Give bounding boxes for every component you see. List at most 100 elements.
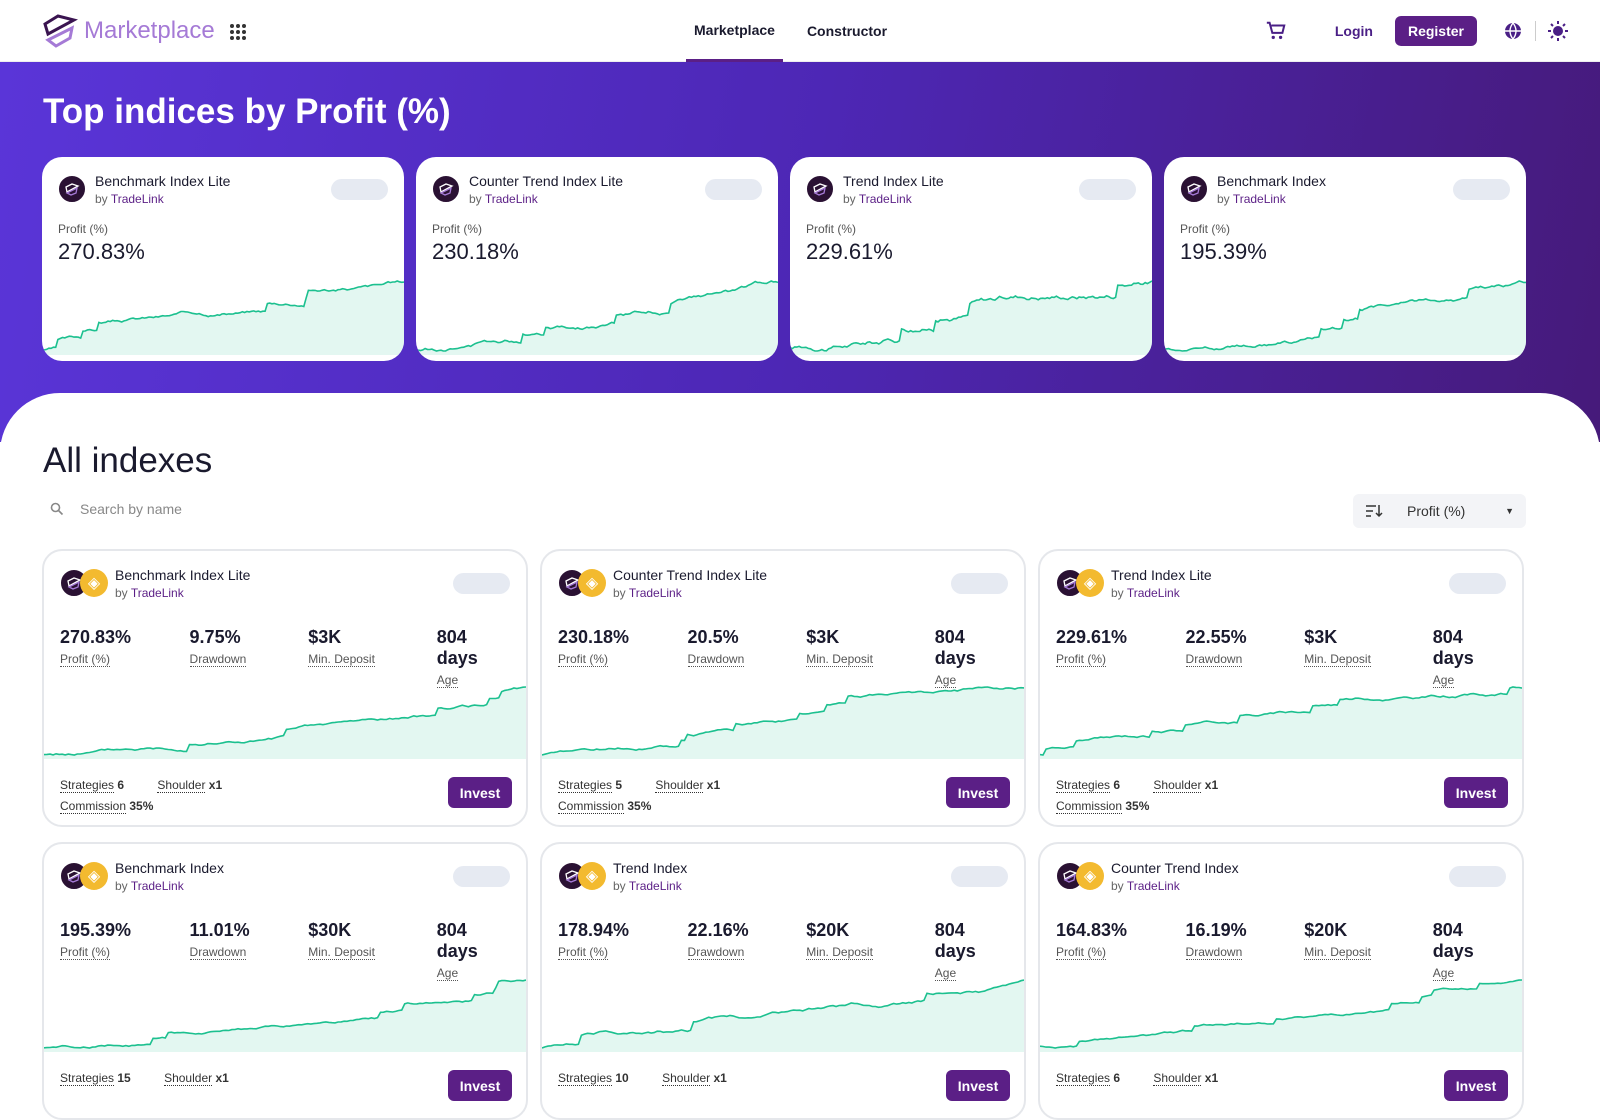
- placeholder-badge: [705, 179, 762, 200]
- provider-link[interactable]: TradeLink: [628, 879, 682, 893]
- placeholder-badge: [1449, 866, 1506, 887]
- invest-button[interactable]: Invest: [448, 1070, 512, 1101]
- search-input[interactable]: Search by name: [50, 501, 182, 517]
- logo[interactable]: Marketplace: [42, 14, 215, 48]
- profit-chart: [42, 280, 404, 355]
- nav-marketplace[interactable]: Marketplace: [686, 0, 783, 62]
- index-name: Counter Trend Index Lite: [469, 173, 624, 189]
- logo-icon: [43, 14, 78, 48]
- drawdown-value: 22.55%: [1185, 627, 1247, 647]
- main-nav: Marketplace Constructor: [686, 0, 911, 62]
- provider-link[interactable]: TradeLink: [484, 192, 538, 206]
- logo-text: Marketplace: [84, 17, 215, 44]
- theme-sun-icon[interactable]: [1548, 21, 1568, 41]
- deposit-label: Min. Deposit: [1304, 945, 1371, 960]
- provider-link[interactable]: TradeLink: [858, 192, 912, 206]
- apps-grid-icon[interactable]: [230, 24, 246, 40]
- top-index-card[interactable]: Benchmark Index Lite by TradeLink Profit…: [42, 157, 404, 361]
- search-icon: [50, 502, 64, 516]
- top-index-card[interactable]: Counter Trend Index Lite by TradeLink Pr…: [416, 157, 778, 361]
- stat-drawdown: 20.5% Drawdown: [687, 627, 807, 688]
- index-name: Benchmark Index Lite: [95, 173, 231, 189]
- invest-button[interactable]: Invest: [1444, 777, 1508, 808]
- profit-label: Profit (%): [60, 652, 111, 667]
- index-card[interactable]: ◈ Trend Index Lite by TradeLink 229.61% P…: [1038, 549, 1524, 827]
- index-name: Trend Index Lite: [843, 173, 944, 189]
- top-header: Marketplace Marketplace Constructor Logi…: [0, 0, 1600, 62]
- provider-link[interactable]: TradeLink: [1126, 879, 1180, 893]
- drawdown-label: Drawdown: [687, 945, 745, 960]
- shoulder-label: Shoulder: [1153, 778, 1202, 793]
- index-card[interactable]: ◈ Benchmark Index Lite by TradeLink 270.…: [42, 549, 528, 827]
- tradelink-logo-icon: [813, 183, 828, 196]
- deposit-label: Min. Deposit: [1304, 652, 1371, 667]
- provider-link[interactable]: TradeLink: [110, 192, 164, 206]
- chart-area: [416, 281, 778, 355]
- chart-area: [542, 980, 1024, 1052]
- chart-line: [790, 280, 1152, 352]
- binance-icon: ◈: [1076, 569, 1104, 597]
- age-label: Age: [934, 673, 957, 688]
- profit-label: Profit (%): [558, 652, 609, 667]
- invest-button[interactable]: Invest: [1444, 1070, 1508, 1101]
- sort-value: Profit (%): [1407, 503, 1466, 519]
- by-label: by: [843, 192, 856, 206]
- profit-chart: [790, 280, 1152, 355]
- deposit-label: Min. Deposit: [806, 945, 873, 960]
- stat-deposit: $3K Min. Deposit: [806, 627, 935, 688]
- nav-constructor[interactable]: Constructor: [806, 23, 888, 39]
- login-link[interactable]: Login: [1334, 23, 1373, 39]
- chart-area: [44, 687, 526, 759]
- top-index-card[interactable]: Benchmark Index by TradeLink Profit (%) …: [1164, 157, 1526, 361]
- provider-link[interactable]: TradeLink: [130, 586, 184, 600]
- search-placeholder: Search by name: [80, 501, 182, 517]
- provider-avatar: [806, 175, 834, 203]
- invest-button[interactable]: Invest: [946, 777, 1010, 808]
- divider: [1535, 21, 1536, 41]
- stat-deposit: $3K Min. Deposit: [1304, 627, 1433, 688]
- provider-link[interactable]: TradeLink: [130, 879, 184, 893]
- age-value: 804 days: [934, 627, 976, 668]
- deposit-value: $3K: [806, 627, 840, 647]
- profit-chart: [542, 686, 1024, 759]
- register-button[interactable]: Register: [1394, 16, 1477, 46]
- profit-label: Profit (%): [558, 945, 609, 960]
- cart-icon[interactable]: [1265, 20, 1287, 42]
- shoulder-value: x1: [215, 1071, 229, 1085]
- shoulder-label: Shoulder: [655, 778, 704, 793]
- drawdown-value: 9.75%: [189, 627, 241, 647]
- globe-icon[interactable]: [1503, 21, 1523, 41]
- profit-value: 178.94%: [558, 920, 630, 940]
- provider-link[interactable]: TradeLink: [1126, 586, 1180, 600]
- index-name: Benchmark Index: [1217, 173, 1326, 189]
- sort-icon: [1366, 505, 1383, 518]
- age-label: Age: [436, 673, 459, 688]
- provider-link[interactable]: TradeLink: [628, 586, 682, 600]
- binance-icon: ◈: [80, 569, 108, 597]
- provider-link[interactable]: TradeLink: [1232, 192, 1286, 206]
- index-card[interactable]: ◈ Trend Index by TradeLink 178.94% Profit…: [540, 842, 1026, 1120]
- deposit-label: Min. Deposit: [806, 652, 873, 667]
- shoulder-label: Shoulder: [662, 1071, 711, 1086]
- strategies-label: Strategies: [1056, 1071, 1111, 1086]
- chart-area: [1040, 980, 1522, 1052]
- index-card[interactable]: ◈ Counter Trend Index by TradeLink 164.8…: [1038, 842, 1524, 1120]
- stat-age: 804 days Age: [1432, 627, 1508, 688]
- index-card[interactable]: ◈ Counter Trend Index Lite by TradeLink …: [540, 549, 1026, 827]
- sort-dropdown[interactable]: Profit (%) ▼: [1353, 494, 1526, 528]
- profit-value: 195.39%: [60, 920, 132, 940]
- top-index-card[interactable]: Trend Index Lite by TradeLink Profit (%)…: [790, 157, 1152, 361]
- index-card[interactable]: ◈ Benchmark Index by TradeLink 195.39% Pr…: [42, 842, 528, 1120]
- by-label: by: [115, 879, 128, 893]
- deposit-value: $20K: [1304, 920, 1348, 940]
- invest-button[interactable]: Invest: [448, 777, 512, 808]
- chart-area: [44, 980, 526, 1052]
- commission-label: Commission: [558, 799, 625, 814]
- invest-button[interactable]: Invest: [946, 1070, 1010, 1101]
- shoulder-label: Shoulder: [164, 1071, 213, 1086]
- placeholder-badge: [1453, 179, 1510, 200]
- chart-line: [1164, 280, 1526, 352]
- strategies-value: 6: [1113, 1071, 1121, 1085]
- profit-chart: [1040, 979, 1522, 1052]
- all-indexes-section: All indexes Search by name Profit (%) ▼ …: [0, 393, 1600, 1120]
